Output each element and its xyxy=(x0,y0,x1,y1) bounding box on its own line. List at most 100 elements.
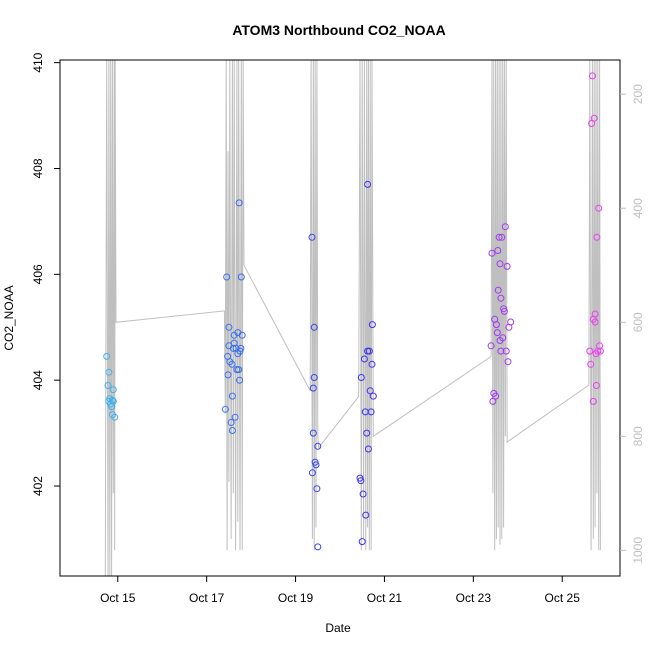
right-tick-label: 1000 xyxy=(631,537,645,564)
y-tick-label: 406 xyxy=(31,264,45,284)
data-point xyxy=(310,323,318,331)
data-point xyxy=(109,397,117,405)
data-point xyxy=(224,371,232,379)
data-point xyxy=(228,392,236,400)
data-point xyxy=(497,347,505,355)
data-point xyxy=(592,382,600,389)
data-point xyxy=(312,461,320,469)
right-tick-label: 600 xyxy=(631,312,645,332)
data-point xyxy=(591,310,599,318)
data-point xyxy=(502,347,510,355)
data-point xyxy=(310,374,318,381)
data-point xyxy=(228,427,236,434)
data-point xyxy=(357,374,365,381)
data-point xyxy=(237,344,245,352)
data-point xyxy=(507,318,515,326)
data-point xyxy=(499,334,507,342)
data-point xyxy=(492,321,500,329)
trace-line xyxy=(104,60,601,576)
points-layer xyxy=(103,72,604,551)
data-point xyxy=(227,419,235,426)
x-tick-label: Oct 15 xyxy=(100,591,136,605)
y-tick-label: 402 xyxy=(31,476,45,496)
x-tick-label: Oct 23 xyxy=(456,591,492,605)
data-point xyxy=(357,477,365,485)
data-point xyxy=(109,386,117,394)
data-point xyxy=(103,352,111,360)
data-point xyxy=(493,329,501,337)
data-point xyxy=(586,347,594,355)
data-point xyxy=(309,384,317,392)
data-point xyxy=(360,355,368,363)
data-point xyxy=(225,323,233,331)
y-axis-right: 200 400 600 800 1000 xyxy=(620,84,645,564)
y-axis-label: CO2_NOAA xyxy=(2,285,16,350)
data-point xyxy=(504,358,512,366)
data-point xyxy=(492,392,500,400)
data-point xyxy=(235,366,243,374)
data-point xyxy=(489,397,497,405)
data-point xyxy=(363,429,371,437)
data-point xyxy=(231,413,239,421)
data-point xyxy=(237,273,245,281)
data-point xyxy=(596,342,604,350)
data-point xyxy=(229,344,237,352)
data-point xyxy=(104,382,112,389)
data-point xyxy=(589,397,597,405)
data-point xyxy=(111,413,119,421)
data-point xyxy=(365,347,373,355)
right-tick-label: 400 xyxy=(631,198,645,218)
data-point xyxy=(238,331,246,339)
data-point xyxy=(496,260,504,268)
x-tick-label: Oct 17 xyxy=(189,591,225,605)
data-point xyxy=(366,387,374,395)
data-point xyxy=(221,405,229,413)
data-point xyxy=(596,347,604,355)
data-point xyxy=(368,360,376,368)
data-point xyxy=(368,321,376,329)
data-point xyxy=(235,199,243,207)
y-axis: 402 404 406 408 410 xyxy=(31,52,60,496)
right-tick-label: 800 xyxy=(631,426,645,446)
data-point xyxy=(591,318,599,326)
data-point xyxy=(501,223,509,231)
data-point xyxy=(367,408,375,416)
data-point xyxy=(369,392,377,400)
data-point xyxy=(309,429,317,437)
data-point xyxy=(314,442,322,450)
x-tick-label: Oct 21 xyxy=(367,591,403,605)
data-point xyxy=(495,233,503,241)
chart-title: ATOM3 Northbound CO2_NOAA xyxy=(232,22,445,38)
x-tick-label: Oct 19 xyxy=(278,591,314,605)
data-point xyxy=(503,262,511,270)
data-point xyxy=(497,294,505,302)
data-point xyxy=(587,360,595,368)
data-point xyxy=(314,543,322,551)
data-point xyxy=(223,273,231,281)
y-tick-label: 408 xyxy=(31,158,45,178)
data-point xyxy=(105,368,113,376)
x-axis: Oct 15 Oct 17 Oct 19 Oct 21 Oct 23 Oct 25 xyxy=(100,576,580,605)
data-point xyxy=(313,485,321,493)
x-axis-label: Date xyxy=(325,621,351,635)
data-point xyxy=(364,180,372,188)
y-tick-label: 404 xyxy=(31,370,45,390)
data-point xyxy=(364,445,372,453)
right-tick-label: 200 xyxy=(631,84,645,104)
y-tick-label: 410 xyxy=(31,52,45,72)
data-point xyxy=(593,233,601,241)
data-point xyxy=(359,490,367,498)
trace-layer xyxy=(104,60,601,576)
data-point xyxy=(588,72,596,80)
data-point xyxy=(308,233,316,241)
data-point xyxy=(236,376,244,384)
plot-frame xyxy=(59,59,621,577)
data-point xyxy=(308,469,316,477)
data-point xyxy=(488,249,496,257)
data-point xyxy=(494,286,502,294)
data-point xyxy=(487,342,495,350)
data-point xyxy=(362,511,370,519)
data-point xyxy=(590,114,598,122)
